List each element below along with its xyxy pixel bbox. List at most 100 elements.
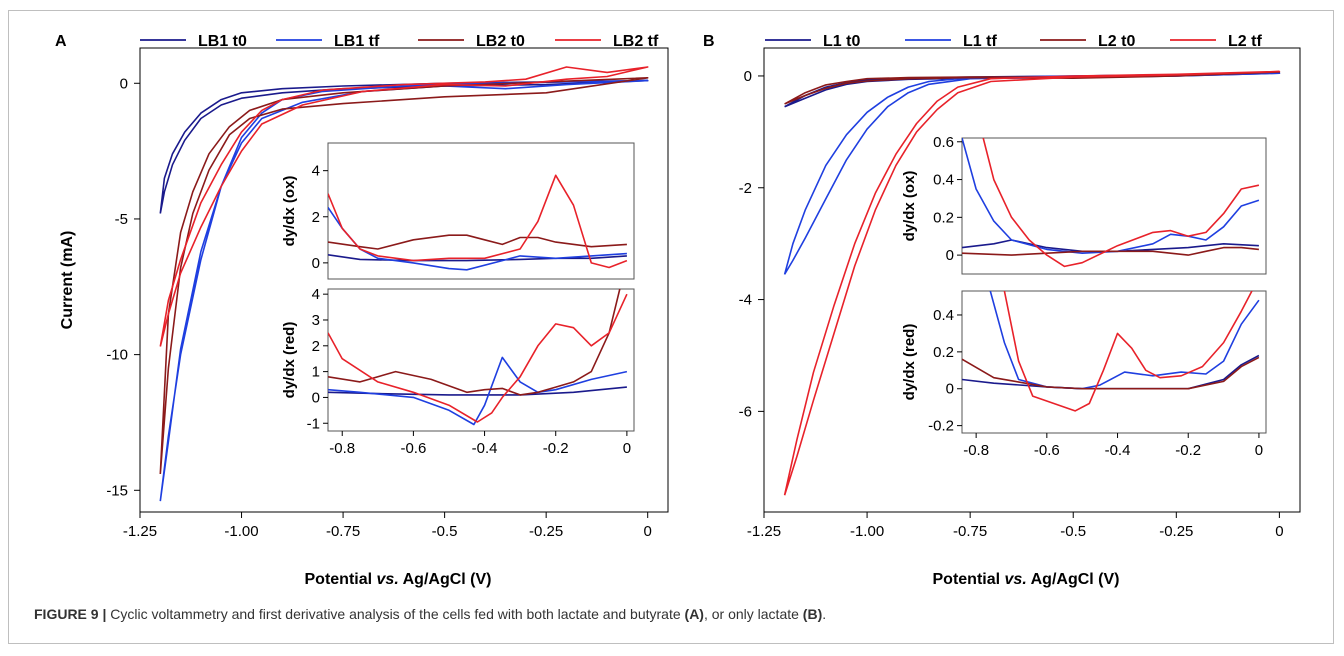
- inset-y-tick-label: 4: [312, 163, 320, 180]
- inset-series-lb2-tf: [328, 293, 628, 423]
- legend-label: L2 tf: [1228, 33, 1262, 50]
- inset-series-l2-tf: [982, 138, 1260, 268]
- panel-letter: A: [55, 33, 67, 50]
- y-tick-label: -15: [106, 482, 128, 499]
- legend-label: L1 tf: [963, 33, 997, 50]
- x-tick-label: -0.25: [1159, 523, 1193, 540]
- legend-label: LB1 t0: [198, 33, 247, 50]
- x-tick-label: -0.5: [1060, 523, 1086, 540]
- inset-x-tick-label: -0.2: [1175, 442, 1201, 459]
- x-tick-label: -0.25: [529, 523, 563, 540]
- inset-y-label: dy/dx (ox): [281, 176, 298, 247]
- y-tick-label: 0: [120, 75, 128, 92]
- inset-y-label: dy/dx (red): [901, 324, 918, 401]
- figure-frame: [8, 10, 1334, 644]
- figure-caption: FIGURE 9 | Cyclic voltammetry and first …: [34, 606, 1324, 622]
- series-lb2-tf: [159, 66, 649, 347]
- inset-y-tick-label: 3: [312, 312, 320, 329]
- caption-mid: , or only lactate: [703, 606, 803, 622]
- x-tick-label: -0.75: [326, 523, 360, 540]
- inset-y-tick-label: -1: [307, 415, 320, 432]
- y-tick-label: -10: [106, 347, 128, 364]
- inset-lines: [962, 291, 1260, 412]
- x-tick-label: -0.75: [953, 523, 987, 540]
- series-lb2-t0: [159, 77, 649, 475]
- inset-series-l2-t0: [962, 246, 1259, 256]
- cv-chart: A-1.25 -1.00 -0.75 -0.5 -0.25 00-5-10-15Poten…: [55, 33, 1301, 588]
- x-axis-label: Potential vs. Ag/AgCl (V): [305, 571, 492, 588]
- y-tick-label: 0: [744, 68, 752, 85]
- inset-red: -1 0 1 2 3 4 -0.8 -0.6 -0.4 -0.2 0 dy/dx (red): [281, 286, 635, 457]
- legend-label: LB1 tf: [334, 33, 380, 50]
- inset-x-tick-label: -0.4: [1105, 442, 1131, 459]
- inset-x-tick-label: 0: [623, 440, 631, 457]
- x-tick-label: -1.25: [747, 523, 781, 540]
- inset-x-tick-label: -0.4: [472, 440, 498, 457]
- series-l1-tf: [783, 72, 1281, 275]
- y-tick-label: -5: [115, 211, 128, 228]
- x-tick-label: -0.5: [432, 523, 458, 540]
- panel-B: B -1.25 -1.00 -0.75 -0.5 -0.25 0 0 -2 -4 -6 Potenti…: [703, 33, 1301, 588]
- y-tick-label: -6: [739, 403, 752, 420]
- inset-y-label: dy/dx (red): [281, 322, 298, 399]
- inset-y-tick-label: 0: [312, 389, 320, 406]
- inset-y-tick-label: 2: [312, 338, 320, 355]
- inset-frame: [327, 288, 635, 432]
- inset-x-tick-label: 0: [1255, 442, 1263, 459]
- x-tick-label: 0: [644, 523, 652, 540]
- caption-label: FIGURE 9 |: [34, 606, 107, 622]
- inset-x-tick-label: -0.8: [329, 440, 355, 457]
- inset-series-lb2-t0: [328, 289, 621, 396]
- inset-x-tick-label: -0.2: [543, 440, 569, 457]
- inset-y-tick-label: 4: [312, 286, 320, 303]
- inset-series-l2-t0: [962, 356, 1260, 390]
- x-tick-label: -1.00: [224, 523, 258, 540]
- y-axis-label: Current (mA): [59, 231, 76, 330]
- inset-y-label: dy/dx (ox): [901, 171, 918, 242]
- y-tick-label: -2: [739, 180, 752, 197]
- legend-label: L1 t0: [823, 33, 860, 50]
- caption-ref-b: (B): [802, 606, 823, 622]
- legend-label: L2 t0: [1098, 33, 1135, 50]
- plot-frame: [139, 47, 669, 513]
- inset-y-tick-label: 1: [312, 364, 320, 381]
- inset-x-tick-label: -0.6: [400, 440, 426, 457]
- inset-frame: [961, 137, 1267, 275]
- legend-label: LB2 tf: [613, 33, 659, 50]
- panel-A: A-1.25 -1.00 -0.75 -0.5 -0.25 00-5-10-15Poten…: [55, 33, 669, 588]
- x-tick-label: 0: [1275, 523, 1283, 540]
- panel-letter: B: [703, 33, 715, 50]
- inset-series-lb1-t0: [328, 254, 627, 262]
- x-tick-label: -1.00: [850, 523, 884, 540]
- inset-ox: 0 2 4 dy/dx (ox): [281, 142, 635, 280]
- inset-x-tick-label: -0.8: [963, 442, 989, 459]
- inset-lines: [328, 289, 628, 426]
- inset-y-tick-label: 0: [946, 381, 954, 398]
- plot-frame: [763, 47, 1301, 513]
- legend-label: LB2 t0: [476, 33, 525, 50]
- inset-y-tick-label: 0.4: [933, 307, 954, 324]
- x-axis-label: Potential vs. Ag/AgCl (V): [933, 571, 1120, 588]
- caption-text: Cyclic voltammetry and first derivative …: [106, 606, 685, 622]
- inset-y-tick-label: -0.2: [928, 418, 954, 435]
- inset-red: -0.2 0 0.2 0.4 -0.8 -0.6 -0.4 -0.2 0 dy/dx (red): [901, 290, 1267, 459]
- inset-y-tick-label: 0: [312, 255, 320, 272]
- inset-lines: [328, 174, 628, 271]
- series-l2-tf: [783, 70, 1281, 496]
- inset-series-lb1-tf: [328, 356, 628, 426]
- inset-series-l1-tf: [989, 291, 1260, 390]
- inset-y-tick-label: 0: [946, 247, 954, 264]
- caption-end: .: [822, 606, 827, 622]
- caption-ref-a: (A): [684, 606, 704, 622]
- x-tick-label: -1.25: [123, 523, 157, 540]
- inset-y-tick-label: 0.4: [933, 172, 954, 189]
- inset-y-tick-label: 0.2: [933, 344, 954, 361]
- inset-series-lb2-tf: [328, 174, 628, 269]
- inset-series-l2-tf: [1003, 291, 1253, 412]
- inset-frame: [961, 290, 1267, 434]
- inset-lines: [962, 138, 1260, 268]
- inset-y-tick-label: 0.6: [933, 134, 954, 151]
- inset-x-tick-label: -0.6: [1034, 442, 1060, 459]
- inset-y-tick-label: 2: [312, 209, 320, 226]
